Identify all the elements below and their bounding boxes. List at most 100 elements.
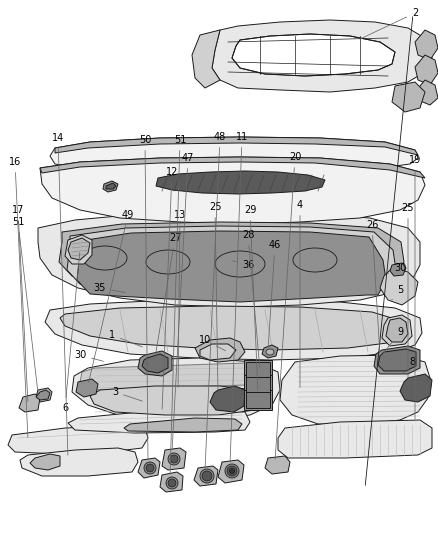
- Ellipse shape: [230, 469, 234, 473]
- Text: 5: 5: [392, 285, 403, 300]
- Ellipse shape: [225, 464, 239, 478]
- Polygon shape: [142, 354, 168, 373]
- Polygon shape: [212, 20, 432, 92]
- Ellipse shape: [146, 250, 190, 274]
- Text: 28: 28: [242, 230, 260, 367]
- Ellipse shape: [293, 248, 337, 272]
- Polygon shape: [380, 268, 418, 305]
- Text: 16: 16: [9, 157, 28, 437]
- Polygon shape: [36, 390, 50, 400]
- Polygon shape: [246, 362, 270, 378]
- Text: 26: 26: [366, 220, 380, 352]
- Text: 30: 30: [388, 263, 406, 274]
- Text: 27: 27: [155, 233, 181, 356]
- Polygon shape: [80, 363, 265, 390]
- Polygon shape: [76, 379, 98, 397]
- Text: 13: 13: [174, 210, 186, 387]
- Polygon shape: [55, 137, 418, 155]
- Text: 4: 4: [297, 200, 303, 387]
- Text: 46: 46: [268, 240, 281, 347]
- Polygon shape: [265, 456, 290, 474]
- Text: 9: 9: [384, 327, 403, 353]
- Polygon shape: [244, 390, 272, 410]
- Polygon shape: [103, 181, 118, 192]
- Polygon shape: [382, 315, 412, 346]
- Text: 1: 1: [109, 330, 142, 347]
- Polygon shape: [67, 226, 396, 300]
- Polygon shape: [40, 157, 425, 178]
- Polygon shape: [218, 460, 244, 483]
- Text: 25: 25: [209, 202, 221, 389]
- Text: 49: 49: [88, 210, 134, 382]
- Polygon shape: [280, 355, 430, 425]
- Text: 29: 29: [244, 205, 258, 390]
- Ellipse shape: [215, 251, 265, 277]
- Ellipse shape: [266, 349, 274, 355]
- Polygon shape: [415, 80, 438, 105]
- Text: 51: 51: [170, 135, 186, 474]
- Polygon shape: [68, 410, 250, 433]
- Polygon shape: [36, 388, 52, 402]
- Polygon shape: [415, 30, 438, 60]
- Polygon shape: [60, 306, 408, 350]
- Text: 47: 47: [172, 153, 194, 449]
- Polygon shape: [195, 338, 245, 362]
- Text: 36: 36: [233, 260, 254, 270]
- Polygon shape: [72, 358, 280, 420]
- Ellipse shape: [168, 479, 176, 487]
- Ellipse shape: [202, 471, 212, 481]
- Ellipse shape: [166, 477, 178, 489]
- Text: 11: 11: [230, 132, 248, 462]
- Text: 3: 3: [112, 387, 142, 401]
- Polygon shape: [65, 235, 92, 264]
- Polygon shape: [156, 171, 325, 194]
- Text: 30: 30: [74, 350, 103, 361]
- Polygon shape: [162, 448, 186, 470]
- Polygon shape: [415, 55, 438, 85]
- Ellipse shape: [200, 469, 214, 483]
- Polygon shape: [40, 157, 425, 224]
- Polygon shape: [246, 392, 270, 408]
- Polygon shape: [50, 137, 418, 170]
- Polygon shape: [400, 374, 432, 402]
- Polygon shape: [278, 420, 432, 458]
- Polygon shape: [194, 466, 218, 486]
- Polygon shape: [160, 472, 183, 492]
- Text: 20: 20: [275, 152, 301, 459]
- Polygon shape: [386, 318, 408, 342]
- Polygon shape: [392, 82, 425, 112]
- Text: 12: 12: [162, 167, 178, 409]
- Text: 50: 50: [139, 135, 151, 459]
- Text: 8: 8: [404, 357, 415, 373]
- Polygon shape: [138, 351, 172, 376]
- Polygon shape: [244, 360, 272, 380]
- Polygon shape: [45, 300, 422, 360]
- Polygon shape: [138, 458, 160, 478]
- Polygon shape: [106, 183, 116, 189]
- Polygon shape: [30, 454, 60, 470]
- Polygon shape: [38, 212, 420, 307]
- Ellipse shape: [227, 466, 237, 476]
- Polygon shape: [374, 346, 420, 374]
- Ellipse shape: [146, 464, 154, 472]
- Ellipse shape: [83, 246, 127, 270]
- Text: 6: 6: [62, 253, 80, 413]
- Text: 48: 48: [205, 132, 226, 467]
- Text: 10: 10: [199, 335, 226, 351]
- Text: 25: 25: [402, 203, 414, 377]
- Ellipse shape: [170, 455, 178, 463]
- Polygon shape: [200, 344, 236, 360]
- Ellipse shape: [144, 462, 156, 474]
- Polygon shape: [232, 34, 395, 76]
- Text: 19: 19: [409, 155, 421, 419]
- Polygon shape: [210, 386, 245, 412]
- Polygon shape: [262, 345, 278, 358]
- Polygon shape: [246, 377, 270, 393]
- Text: 17: 17: [12, 205, 28, 401]
- Polygon shape: [390, 263, 406, 276]
- Polygon shape: [19, 394, 40, 412]
- Polygon shape: [77, 231, 386, 302]
- Polygon shape: [68, 238, 90, 260]
- Ellipse shape: [168, 453, 180, 465]
- Polygon shape: [8, 426, 148, 454]
